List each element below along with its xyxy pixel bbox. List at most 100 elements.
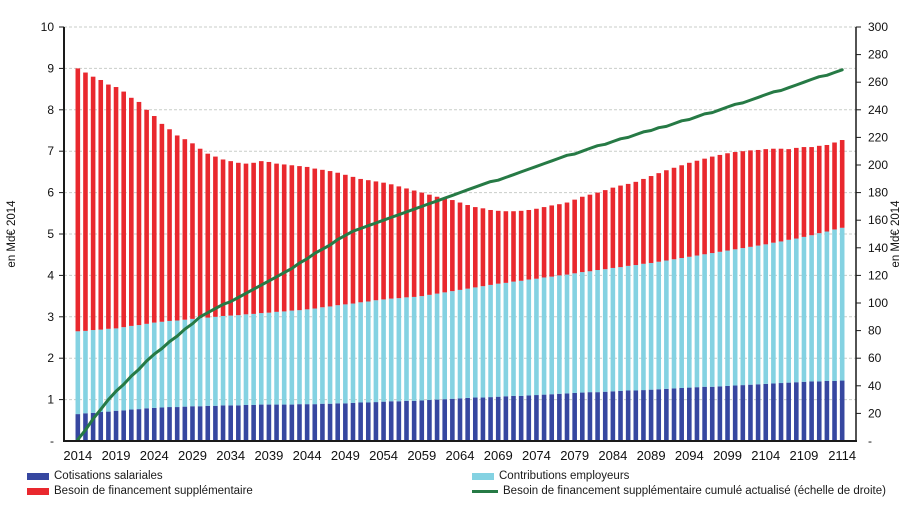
x-tick-label: 2019	[102, 448, 131, 463]
bar-segment-cotisations	[381, 401, 386, 441]
x-tick-label: 2089	[637, 448, 666, 463]
bar-segment-besoin	[610, 187, 616, 268]
x-tick-label: 2094	[675, 448, 704, 463]
bar-segment-cotisations	[641, 390, 646, 441]
bar-segment-contributions	[434, 293, 440, 400]
bar-segment-contributions	[518, 280, 524, 396]
bar-segment-cotisations	[488, 397, 493, 441]
bar-segment-contributions	[343, 304, 348, 404]
bar-segment-besoin	[480, 208, 486, 287]
bar-segment-contributions	[625, 265, 631, 391]
bar-segment-besoin	[151, 116, 157, 323]
left-tick-label: -	[50, 434, 54, 448]
bar-segment-cotisations	[541, 394, 547, 441]
bar-segment-contributions	[190, 318, 195, 407]
bar-segment-cotisations	[129, 409, 134, 441]
bar-segment-cotisations	[136, 409, 142, 441]
x-tick-label: 2054	[369, 448, 398, 463]
bar-segment-cotisations	[472, 397, 478, 441]
right-tick-label: 240	[868, 103, 888, 117]
bar-segment-cotisations	[717, 386, 723, 441]
bar-segment-cotisations	[702, 386, 707, 441]
bar-segment-cotisations	[579, 392, 585, 441]
bar-segment-cotisations	[220, 405, 226, 441]
bar-segment-contributions	[816, 233, 822, 382]
bar-segment-besoin	[434, 196, 440, 294]
bar-segment-contributions	[465, 288, 470, 398]
bar-segment-cotisations	[327, 403, 333, 441]
bar-segment-besoin	[113, 87, 119, 329]
x-tick-label: 2029	[178, 448, 207, 463]
bar-segment-besoin	[98, 79, 104, 330]
bar-segment-contributions	[488, 284, 493, 398]
bar-segment-besoin	[83, 72, 88, 331]
bar-segment-contributions	[404, 297, 409, 401]
bar-segment-besoin	[549, 205, 555, 277]
bar-segment-cotisations	[763, 383, 769, 441]
cumulative-line	[76, 68, 844, 442]
bar-segment-cotisations	[794, 382, 799, 441]
bar-segment-besoin	[411, 190, 417, 297]
tick-labels: 10 9 8 7 6 5 4 3 2 1 - 300 280 260 240 220 200 180 160 140 1…	[41, 20, 889, 463]
bar-segment-contributions	[572, 273, 577, 393]
bar-segment-cotisations	[778, 383, 784, 441]
legend-label: Besoin de financement supplémentaire cum…	[503, 485, 886, 497]
bar-segment-cotisations	[174, 407, 180, 441]
bar-segment-contributions	[472, 287, 478, 398]
bar-segment-contributions	[694, 255, 700, 388]
bar-segment-contributions	[350, 303, 356, 403]
bar-segment-cotisations	[159, 407, 165, 441]
bar-segment-besoin	[343, 174, 348, 305]
bar-segment-cotisations	[709, 386, 715, 441]
bar-segment-contributions	[113, 328, 119, 411]
x-tick-label: 2104	[751, 448, 780, 463]
bar-segment-besoin	[541, 207, 547, 278]
bar-segment-besoin	[174, 135, 180, 321]
x-tick-label: 2014	[63, 448, 92, 463]
right-tick-label: 80	[868, 324, 882, 338]
x-tick-label: 2064	[446, 448, 475, 463]
chart-plot: 10 9 8 7 6 5 4 3 2 1 - 300 280 260 240 220 200 180 160 140 1…	[6, 20, 902, 463]
bar-segment-contributions	[511, 281, 516, 396]
bar-segment-contributions	[411, 296, 417, 401]
bar-segment-besoin	[404, 188, 409, 298]
bar-segment-contributions	[258, 313, 264, 405]
legend-item-contributions-employeurs: Contributions employeurs	[472, 469, 629, 483]
bar-segment-besoin	[228, 161, 233, 316]
right-tick-label: 260	[868, 75, 888, 89]
bar-segment-contributions	[289, 310, 295, 405]
bar-segment-cotisations	[633, 390, 639, 441]
bar-segment-contributions	[205, 317, 211, 406]
bar-segment-contributions	[801, 236, 807, 382]
bar-segment-besoin	[557, 204, 562, 276]
legend-swatch-contributions-employeurs	[472, 472, 494, 480]
bar-segment-besoin	[526, 209, 532, 280]
bar-segment-cotisations	[664, 388, 669, 441]
bar-segment-besoin	[465, 205, 470, 289]
bar-segment-besoin	[511, 211, 516, 282]
bar-segment-besoin	[709, 156, 715, 254]
bar-segment-contributions	[648, 262, 654, 390]
bar-segment-besoin	[801, 147, 807, 237]
bar-segment-besoin	[839, 140, 845, 228]
left-tick-label: 8	[47, 103, 54, 117]
bar-segment-cotisations	[511, 395, 516, 441]
bar-segment-contributions	[564, 274, 570, 394]
bar-segment-cotisations	[75, 414, 81, 441]
x-tick-label: 2059	[407, 448, 436, 463]
bar-segment-besoin	[442, 198, 448, 293]
bar-segment-besoin	[816, 145, 822, 234]
bar-segment-besoin	[320, 169, 325, 308]
bar-segment-cotisations	[258, 404, 264, 441]
bar-segment-cotisations	[113, 410, 119, 441]
bar-segment-besoin	[281, 164, 287, 312]
bar-segment-besoin	[450, 200, 455, 292]
bar-segment-cotisations	[450, 398, 455, 441]
bar-segment-contributions	[725, 250, 730, 386]
bar-segment-cotisations	[121, 410, 126, 441]
bar-segment-cotisations	[335, 403, 341, 441]
bar-segment-besoin	[579, 196, 585, 273]
left-tick-label: 1	[47, 393, 54, 407]
bar-segment-besoin	[687, 162, 692, 257]
